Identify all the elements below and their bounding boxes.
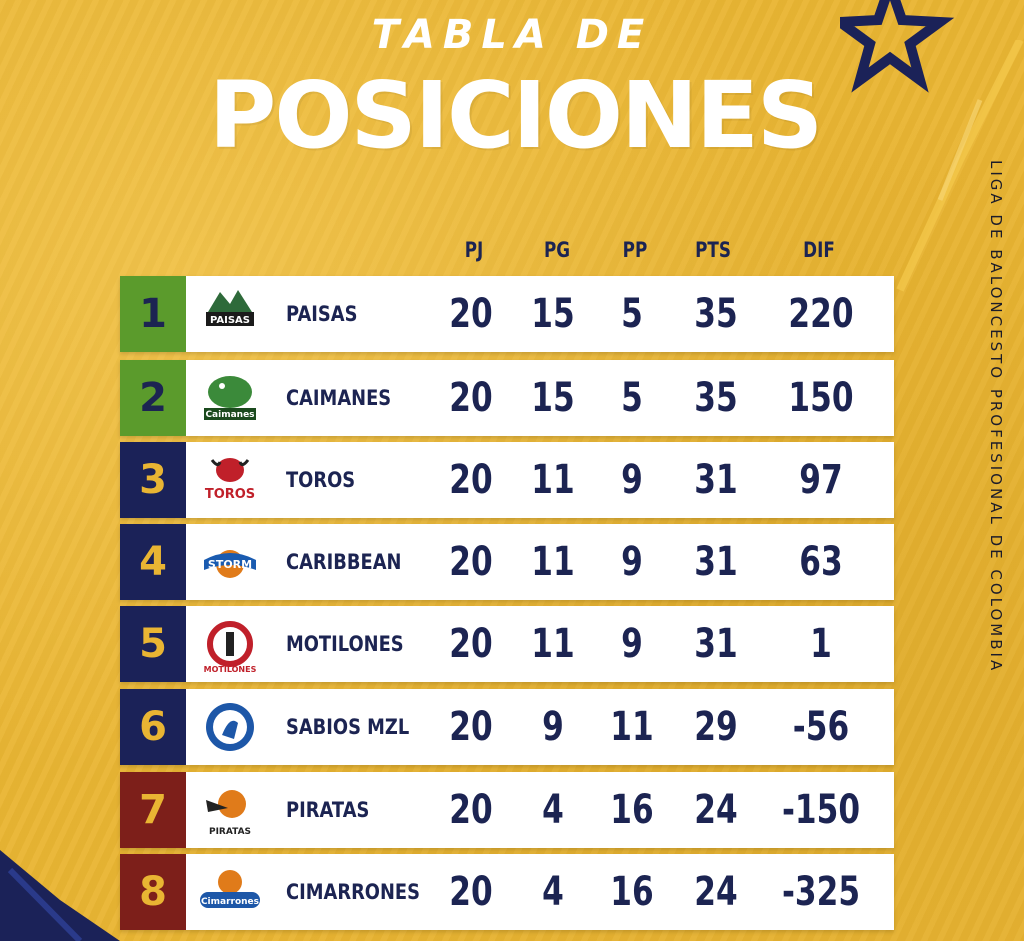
stat-pj: 20	[449, 787, 493, 833]
header-dif: DIF	[803, 238, 835, 262]
page-title: POSICIONES	[208, 62, 823, 169]
team-name: MOTILONES	[286, 632, 404, 656]
star-icon	[840, 0, 955, 93]
stat-pp: 9	[621, 539, 643, 585]
team-logo-icon	[198, 695, 262, 759]
stat-pp: 11	[610, 704, 654, 750]
svg-text:MOTILONES: MOTILONES	[204, 665, 257, 674]
table-row: 8 Cimarrones CIMARRONES 20 4 16 24 -325	[120, 854, 894, 930]
rank-number: 1	[120, 276, 186, 352]
team-name: SABIOS MZL	[286, 715, 410, 739]
svg-text:Cimarrones: Cimarrones	[201, 897, 259, 907]
stat-pg: 4	[542, 869, 564, 915]
team-logo-icon: Caimanes	[198, 366, 262, 430]
stat-pg: 11	[531, 457, 575, 503]
team-name: CAIMANES	[286, 386, 392, 410]
stat-pg: 15	[531, 291, 575, 337]
header-pp: PP	[622, 238, 648, 262]
header-pts: PTS	[695, 238, 731, 262]
stat-pts: 29	[694, 704, 738, 750]
team-name: PAISAS	[286, 302, 358, 326]
team-name: TOROS	[286, 468, 356, 492]
stat-pts: 35	[694, 375, 738, 421]
stat-dif: -56	[792, 704, 850, 750]
stat-pts: 31	[694, 457, 738, 503]
rank-number: 5	[120, 606, 186, 682]
table-row: 4 STORM CARIBBEAN 20 11 9 31 63	[120, 524, 894, 600]
column-headers: PJ PG PP PTS DIF	[0, 238, 1024, 268]
stat-pts: 35	[694, 291, 738, 337]
rank-number: 3	[120, 442, 186, 518]
stat-pj: 20	[449, 457, 493, 503]
table-row: 5 MOTILONES MOTILONES 20 11 9 31 1	[120, 606, 894, 682]
header-pg: PG	[543, 238, 571, 262]
stat-pg: 15	[531, 375, 575, 421]
stat-dif: 97	[799, 457, 843, 503]
team-name: CARIBBEAN	[286, 550, 402, 574]
rank-number: 6	[120, 689, 186, 765]
star-outline-icon	[896, 40, 1024, 292]
team-logo-icon: PAISAS	[198, 282, 262, 346]
stat-pp: 5	[621, 291, 643, 337]
stat-pp: 16	[610, 869, 654, 915]
stat-pj: 20	[449, 291, 493, 337]
team-logo-icon: STORM	[198, 530, 262, 594]
header-pj: PJ	[464, 238, 484, 262]
table-row: 1 PAISAS PAISAS 20 15 5 35 220	[120, 276, 894, 352]
svg-text:PAISAS: PAISAS	[210, 315, 250, 326]
stat-pts: 31	[694, 621, 738, 667]
rank-number: 4	[120, 524, 186, 600]
svg-text:Caimanes: Caimanes	[205, 410, 254, 420]
stat-dif: 220	[788, 291, 854, 337]
team-logo-icon: Cimarrones	[198, 860, 262, 924]
stat-pg: 11	[531, 621, 575, 667]
stat-pg: 4	[542, 787, 564, 833]
svg-text:TOROS: TOROS	[205, 487, 255, 502]
stat-dif: 1	[810, 621, 832, 667]
stat-pj: 20	[449, 539, 493, 585]
stat-pg: 9	[542, 704, 564, 750]
stat-pg: 11	[531, 539, 575, 585]
rank-number: 8	[120, 854, 186, 930]
stat-pp: 16	[610, 787, 654, 833]
stat-dif: -150	[781, 787, 861, 833]
table-row: 2 Caimanes CAIMANES 20 15 5 35 150	[120, 360, 894, 436]
rank-number: 2	[120, 360, 186, 436]
stat-pj: 20	[449, 375, 493, 421]
stat-dif: 150	[788, 375, 854, 421]
team-logo-icon: TOROS	[198, 448, 262, 512]
stat-dif: -325	[781, 869, 861, 915]
table-row: 7 PIRATAS PIRATAS 20 4 16 24 -150	[120, 772, 894, 848]
stat-pts: 31	[694, 539, 738, 585]
stat-pp: 5	[621, 375, 643, 421]
stat-pj: 20	[449, 704, 493, 750]
svg-text:STORM: STORM	[208, 558, 252, 571]
team-name: PIRATAS	[286, 798, 370, 822]
stat-pj: 20	[449, 621, 493, 667]
rank-number: 7	[120, 772, 186, 848]
table-row: 6 SABIOS MZL 20 9 11 29 -56	[120, 689, 894, 765]
stat-pts: 24	[694, 869, 738, 915]
team-logo-icon: PIRATAS	[198, 778, 262, 842]
title-top: TABLA DE	[371, 12, 653, 58]
stat-pts: 24	[694, 787, 738, 833]
team-logo-icon: MOTILONES	[198, 612, 262, 676]
stat-pp: 9	[621, 621, 643, 667]
table-row: 3 TOROS TOROS 20 11 9 31 97	[120, 442, 894, 518]
stat-dif: 63	[799, 539, 843, 585]
league-name: LIGA DE BALONCESTO PROFESIONAL DE COLOMB…	[987, 160, 1005, 674]
star-corner-icon	[0, 850, 120, 941]
team-name: CIMARRONES	[286, 880, 420, 904]
svg-text:PIRATAS: PIRATAS	[209, 827, 251, 837]
stat-pj: 20	[449, 869, 493, 915]
stat-pp: 9	[621, 457, 643, 503]
